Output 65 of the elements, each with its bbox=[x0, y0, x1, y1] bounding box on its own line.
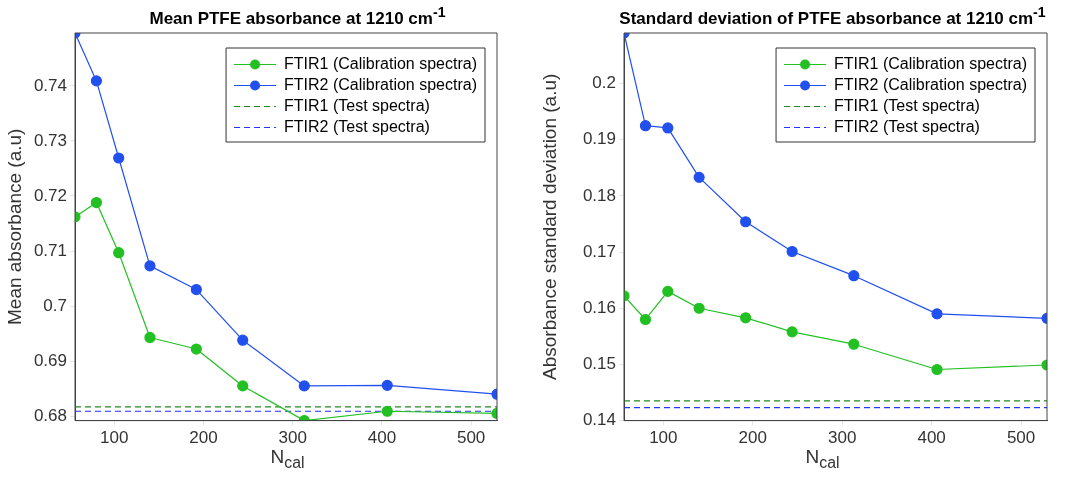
point bbox=[931, 308, 943, 320]
x-tick-label: 200 bbox=[738, 428, 767, 448]
point bbox=[740, 216, 752, 228]
legend-label: FTIR1 (Calibration spectra) bbox=[834, 54, 1028, 72]
y-tick-label: 0.2 bbox=[592, 73, 616, 93]
point bbox=[662, 122, 674, 134]
point bbox=[113, 152, 125, 164]
point bbox=[931, 363, 943, 376]
point bbox=[144, 260, 156, 272]
point bbox=[639, 120, 652, 132]
y-tick-label: 0.17 bbox=[582, 241, 616, 261]
y-tick-label: 0.15 bbox=[582, 354, 616, 374]
y-tick-label: 0.72 bbox=[33, 185, 67, 205]
chart-title: Mean PTFE absorbance at 1210 cm$^{-1}$ bbox=[148, 4, 447, 29]
legend-label: FTIR2 (Calibration spectra) bbox=[834, 75, 1028, 93]
point bbox=[90, 196, 103, 209]
x-tick-label: 400 bbox=[367, 428, 397, 448]
y-tick-label: 0.7 bbox=[43, 295, 67, 315]
legend-label: FTIR2 (Test spectra) bbox=[834, 117, 980, 135]
y-tick-label: 0.74 bbox=[33, 75, 67, 95]
y-tick-label: 0.16 bbox=[582, 297, 616, 317]
x-tick-label: 400 bbox=[917, 428, 946, 448]
point bbox=[848, 338, 860, 350]
y-tick-label: 0.18 bbox=[582, 185, 616, 205]
legend-label: FTIR1 (Test spectra) bbox=[834, 96, 980, 114]
x-tick-label: 500 bbox=[456, 428, 486, 448]
y-tick-label: 0.19 bbox=[582, 129, 616, 149]
point bbox=[662, 285, 674, 297]
point bbox=[381, 379, 393, 391]
chart-title: Standard deviation of PTFE absorbance at 1210 cm$^{-1}$ bbox=[618, 4, 1047, 29]
point bbox=[381, 405, 393, 417]
y-tick-label: 0.71 bbox=[33, 240, 67, 260]
legend-label: FTIR2 (Test spectra) bbox=[284, 117, 430, 135]
legend-label: FTIR1 (Test spectra) bbox=[284, 96, 430, 114]
point bbox=[786, 245, 798, 258]
point bbox=[113, 247, 125, 259]
y-tick-label: 0.73 bbox=[33, 130, 67, 150]
x-tick-label: 300 bbox=[278, 428, 307, 448]
y-tick-label: 0.68 bbox=[33, 405, 67, 425]
point bbox=[848, 270, 860, 282]
y-tick-label: 0.14 bbox=[582, 410, 616, 430]
x-tick-label: 300 bbox=[828, 428, 857, 448]
point bbox=[639, 313, 652, 326]
point bbox=[786, 326, 798, 338]
legend-label: FTIR2 (Calibration spectra) bbox=[284, 75, 478, 93]
point bbox=[237, 334, 249, 346]
legend-label: FTIR1 (Calibration spectra) bbox=[284, 54, 478, 72]
y-tick-label: 0.69 bbox=[33, 350, 67, 370]
x-tick-label: 500 bbox=[1006, 428, 1036, 448]
point bbox=[190, 283, 202, 296]
point bbox=[237, 380, 249, 392]
x-tick-label: 100 bbox=[100, 428, 129, 448]
y-axis-title: Mean absorbance (a.u) bbox=[3, 128, 25, 326]
y-axis-title: Absorbance standard deviation (a.u) bbox=[538, 73, 560, 380]
point bbox=[740, 312, 752, 324]
point bbox=[144, 331, 156, 344]
point bbox=[190, 343, 202, 355]
x-axis-title: N$_{cal}$ bbox=[269, 446, 306, 472]
x-tick-label: 200 bbox=[189, 428, 218, 448]
point bbox=[693, 302, 705, 314]
point bbox=[90, 75, 103, 87]
x-axis-title: N$_{cal}$ bbox=[804, 446, 841, 472]
point bbox=[693, 171, 705, 183]
point bbox=[298, 380, 310, 392]
x-tick-label: 100 bbox=[649, 428, 678, 448]
